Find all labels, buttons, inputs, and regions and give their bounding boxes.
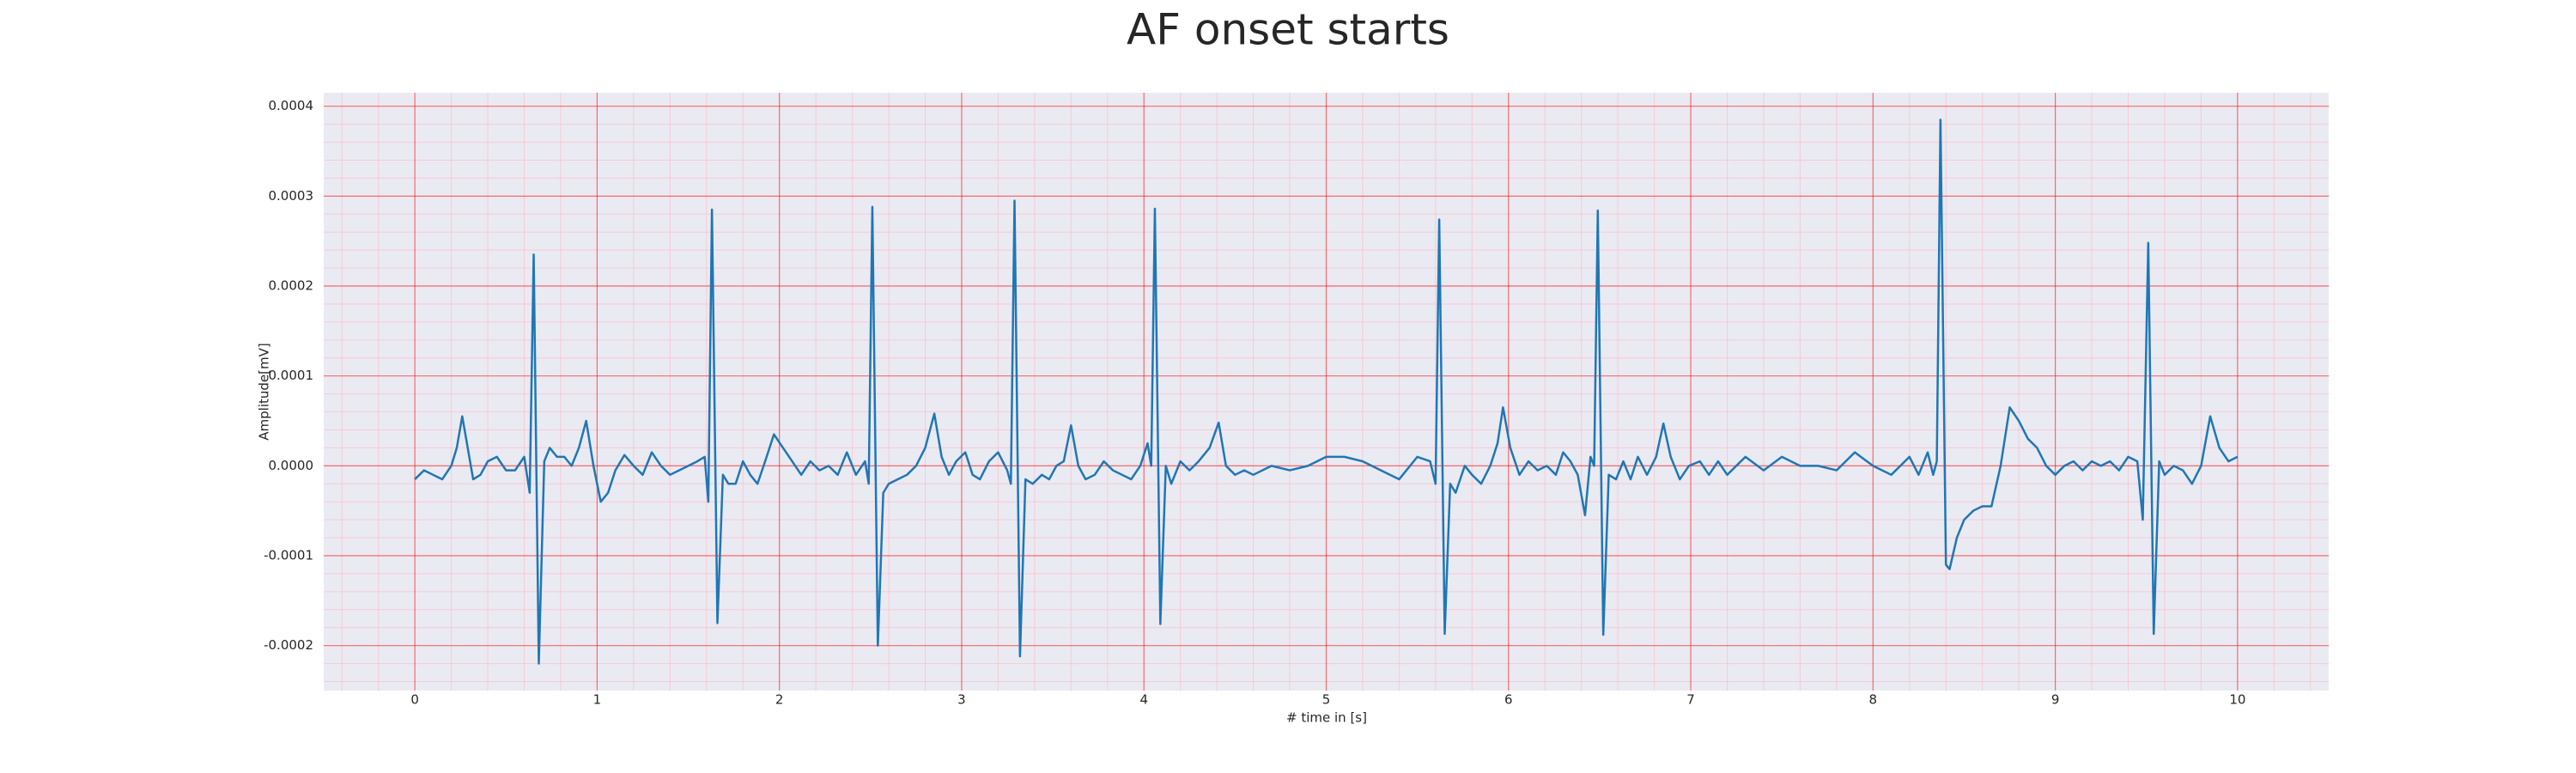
y-tick-label: 0.0004 (269, 98, 314, 113)
x-tick-label: 7 (1686, 692, 1695, 708)
x-tick-label: 5 (1322, 692, 1331, 708)
x-tick-label: 1 (593, 692, 602, 708)
x-axis-label: # time in [s] (1286, 710, 1367, 726)
x-tick-label: 3 (957, 692, 966, 708)
signal-line (414, 119, 2239, 665)
y-tick-label: 0.0003 (269, 188, 314, 204)
x-tick-label: 4 (1139, 692, 1148, 708)
y-tick-label: -0.0001 (264, 548, 313, 563)
y-tick-label: 0.0000 (269, 458, 314, 473)
y-axis-label: Amplitude[mV] (257, 343, 272, 440)
y-tick-label: 0.0002 (269, 278, 314, 294)
x-tick-label: 0 (410, 692, 419, 708)
x-tick-label: 8 (1869, 692, 1878, 708)
x-tick-label: 9 (2051, 692, 2060, 708)
x-tick-label: 6 (1504, 692, 1513, 708)
x-tick-label: 10 (2229, 692, 2245, 708)
x-tick-label: 2 (775, 692, 784, 708)
y-tick-label: -0.0002 (264, 637, 313, 653)
chart-title: AF onset starts (1127, 5, 1449, 55)
y-tick-label: 0.0001 (269, 368, 314, 383)
